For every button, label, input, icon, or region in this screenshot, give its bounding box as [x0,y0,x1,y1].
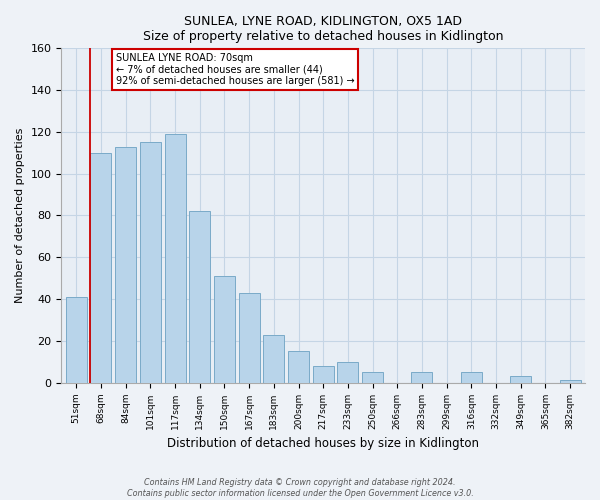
Text: SUNLEA LYNE ROAD: 70sqm
← 7% of detached houses are smaller (44)
92% of semi-det: SUNLEA LYNE ROAD: 70sqm ← 7% of detached… [116,52,355,86]
Bar [288,351,309,382]
Bar [66,297,87,382]
Bar [115,146,136,382]
Y-axis label: Number of detached properties: Number of detached properties [15,128,25,303]
Title: SUNLEA, LYNE ROAD, KIDLINGTON, OX5 1AD
Size of property relative to detached hou: SUNLEA, LYNE ROAD, KIDLINGTON, OX5 1AD S… [143,15,503,43]
Bar [461,372,482,382]
Bar [239,292,260,382]
Bar [560,380,581,382]
Bar [189,212,210,382]
Bar [164,134,185,382]
Bar [362,372,383,382]
Bar [337,362,358,382]
Bar [140,142,161,382]
Bar [412,372,433,382]
Bar [313,366,334,382]
X-axis label: Distribution of detached houses by size in Kidlington: Distribution of detached houses by size … [167,437,479,450]
Text: Contains HM Land Registry data © Crown copyright and database right 2024.
Contai: Contains HM Land Registry data © Crown c… [127,478,473,498]
Bar [263,334,284,382]
Bar [91,153,112,382]
Bar [510,376,531,382]
Bar [214,276,235,382]
